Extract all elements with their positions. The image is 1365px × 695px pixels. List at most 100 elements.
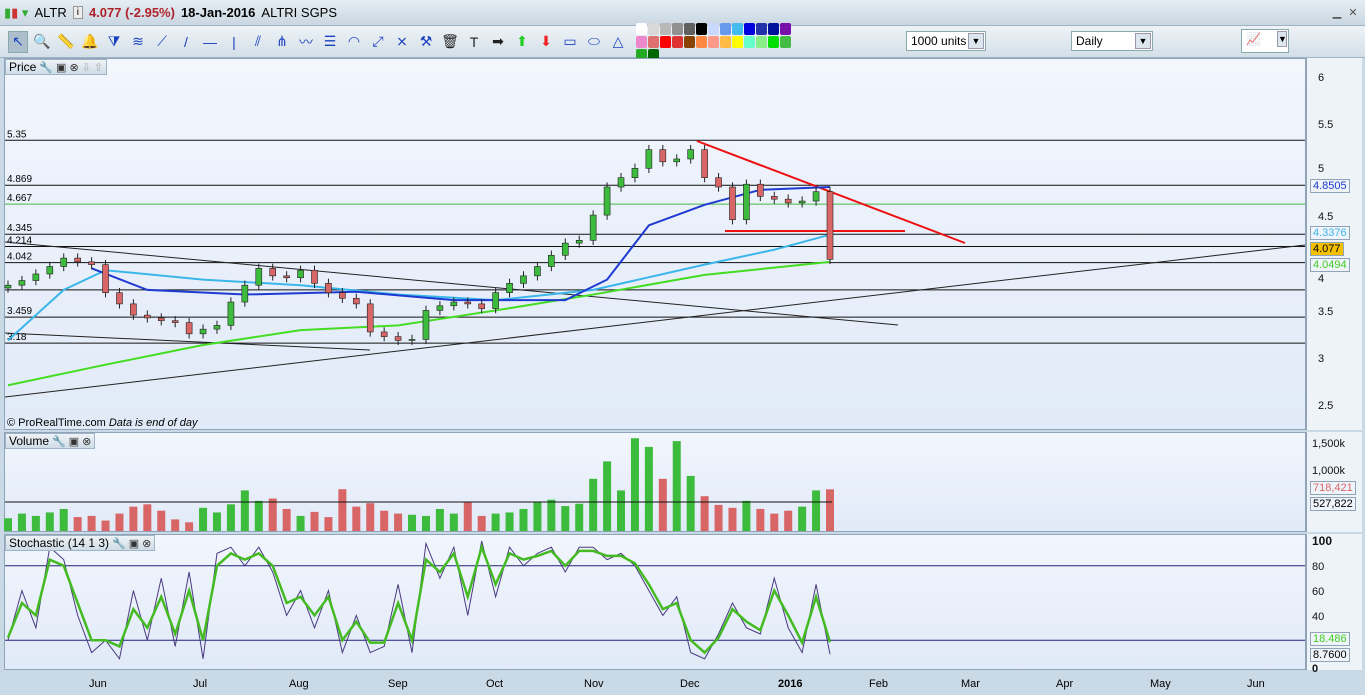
segment-icon[interactable]: ⟋ <box>157 33 167 49</box>
window-icon[interactable]: ▣ <box>56 61 67 74</box>
arrow-down-icon[interactable]: ⬇ <box>540 33 552 49</box>
close-icon[interactable]: ⊗ <box>69 61 79 74</box>
ellipse-icon[interactable]: ⬭ <box>588 33 600 49</box>
color-swatch[interactable] <box>636 48 647 61</box>
parallel-lines-icon[interactable]: ⫽ <box>254 33 262 49</box>
cross-line-icon[interactable]: ⨯ <box>396 33 408 49</box>
ma-green-line <box>7 260 831 387</box>
candle <box>673 158 681 163</box>
minimize-icon[interactable]: ▁ <box>1332 7 1342 19</box>
vertical-line-icon[interactable]: | <box>232 33 236 50</box>
arrow-right-icon[interactable]: ➡ <box>492 33 504 49</box>
color-swatch[interactable] <box>636 35 647 48</box>
window-icon[interactable]: ▣ <box>128 537 140 550</box>
candle <box>617 177 625 188</box>
alert-bell-icon[interactable]: 🔔 <box>81 33 99 49</box>
candle <box>534 266 541 277</box>
chevron-down-icon[interactable]: ▼ <box>1277 31 1287 47</box>
triangle-icon[interactable]: △ <box>612 33 624 49</box>
wrench-icon[interactable]: 🔧 <box>52 435 66 448</box>
color-swatch[interactable] <box>708 35 719 48</box>
text-icon[interactable]: T <box>469 33 479 50</box>
fibonacci-arc-icon[interactable]: ◠ <box>347 33 361 49</box>
color-swatch[interactable] <box>672 35 683 48</box>
color-swatch[interactable] <box>780 22 791 35</box>
andrews-pitchfork-icon[interactable]: ⋔ <box>276 33 288 49</box>
move-down-icon[interactable]: ⇩ <box>81 61 91 74</box>
color-swatch[interactable] <box>648 48 659 61</box>
color-swatch[interactable] <box>780 35 791 48</box>
triangle-pattern-icon[interactable]: ⧩ <box>107 33 121 49</box>
chevron-down-icon[interactable]: ▼ <box>968 33 984 49</box>
color-swatch[interactable] <box>684 35 695 48</box>
close-icon[interactable]: ⊗ <box>82 435 92 448</box>
color-swatch[interactable] <box>732 35 743 48</box>
wrench-icon[interactable]: 🔧 <box>112 537 126 550</box>
color-swatch[interactable] <box>720 35 731 48</box>
color-swatch[interactable] <box>648 22 659 35</box>
candle <box>645 149 653 169</box>
indicators-button[interactable]: 📈 ▼ <box>1241 29 1289 53</box>
trash-icon[interactable]: 🗑 <box>441 33 459 49</box>
candle <box>520 275 527 284</box>
volume-last-tag: 718,421 <box>1310 481 1356 495</box>
period-select[interactable]: Daily ▼ <box>1071 31 1153 51</box>
price-panel[interactable]: Price 🔧 ▣ ⊗ ⇩ ⇧ © ProRealTime.com Data i… <box>4 58 1306 430</box>
candle <box>422 310 430 340</box>
volume-bar <box>533 502 542 531</box>
color-swatch[interactable] <box>648 35 659 48</box>
color-swatch[interactable] <box>696 22 707 35</box>
instrument-name: ALTRI SGPS <box>261 5 338 20</box>
move-up-icon[interactable]: ⇧ <box>93 61 104 74</box>
level-label: 4.042 <box>7 252 32 263</box>
candle <box>478 303 485 309</box>
channel-icon[interactable]: ≋ <box>132 33 144 49</box>
chevron-down-icon[interactable]: ▼ <box>1135 33 1151 49</box>
candlestick-icon[interactable]: ▮▮ ▾ <box>4 4 29 20</box>
volume-bar <box>380 510 389 531</box>
cursor-icon[interactable]: ↖ <box>8 30 28 53</box>
arrow-segment-icon[interactable]: ⤢ <box>372 33 384 49</box>
x-axis-label: Aug <box>289 678 309 690</box>
color-swatch[interactable] <box>708 22 719 35</box>
window-icon[interactable]: ▣ <box>68 435 80 448</box>
zigzag-icon[interactable]: 〰 <box>299 33 313 50</box>
zoom-icon[interactable]: 🔍 <box>33 33 51 49</box>
volume-bar <box>505 512 514 531</box>
color-swatch[interactable] <box>756 22 767 35</box>
color-swatch[interactable] <box>660 35 671 48</box>
color-swatch[interactable] <box>768 35 779 48</box>
color-swatch[interactable] <box>672 22 683 35</box>
rectangle-icon[interactable]: ▭ <box>563 33 577 49</box>
units-select[interactable]: 1000 units ▼ <box>906 31 986 51</box>
candle <box>589 214 597 241</box>
color-swatch[interactable] <box>684 22 695 35</box>
color-swatch[interactable] <box>720 22 731 35</box>
info-icon[interactable]: i <box>72 6 83 19</box>
panel-title: Stochastic (14 1 3) <box>9 536 110 550</box>
horizontal-line-icon[interactable]: — <box>203 33 217 50</box>
volume-panel[interactable]: Volume 🔧 ▣ ⊗ <box>4 432 1306 532</box>
stochastic-axis[interactable] <box>1306 534 1362 670</box>
arrow-up-icon[interactable]: ⬆ <box>516 33 528 49</box>
color-swatch[interactable] <box>732 22 743 35</box>
close-icon[interactable]: ⊗ <box>142 537 152 550</box>
wrench-icon[interactable]: 🔧 <box>39 61 54 74</box>
volume-bar <box>449 513 458 531</box>
color-swatch[interactable] <box>744 22 755 35</box>
color-swatch[interactable] <box>768 22 779 35</box>
ruler-icon[interactable]: 📏 <box>57 33 75 49</box>
fibonacci-icon[interactable]: ☰ <box>323 33 337 49</box>
color-swatch[interactable] <box>636 22 647 35</box>
color-swatch[interactable] <box>744 35 755 48</box>
stoch-tick: 100 <box>1312 534 1333 548</box>
color-swatch[interactable] <box>696 35 707 48</box>
line-icon[interactable]: / <box>184 33 188 50</box>
color-swatch[interactable] <box>660 22 671 35</box>
candle <box>269 268 277 277</box>
level-label: 4.345 <box>7 223 32 234</box>
close-window-icon[interactable]: ✕ <box>1348 7 1358 19</box>
properties-icon[interactable]: ⚒ <box>419 33 433 49</box>
color-swatch[interactable] <box>756 35 767 48</box>
